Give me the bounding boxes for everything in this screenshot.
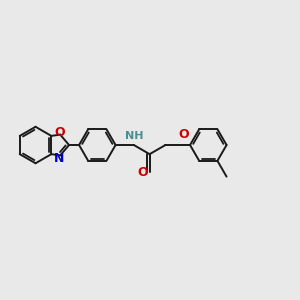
Text: NH: NH xyxy=(124,131,143,141)
Text: N: N xyxy=(54,152,64,165)
Text: O: O xyxy=(178,128,189,141)
Text: O: O xyxy=(137,166,148,179)
Text: O: O xyxy=(55,126,65,139)
